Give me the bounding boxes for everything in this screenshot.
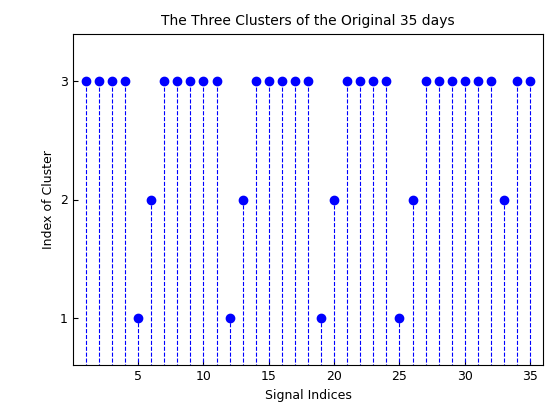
X-axis label: Signal Indices: Signal Indices	[264, 389, 352, 402]
Y-axis label: Index of Cluster: Index of Cluster	[41, 150, 54, 249]
Title: The Three Clusters of the Original 35 days: The Three Clusters of the Original 35 da…	[161, 14, 455, 28]
